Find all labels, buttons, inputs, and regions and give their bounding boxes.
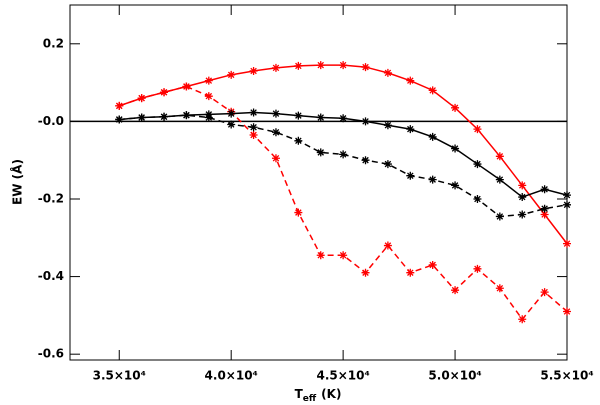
marker [495,284,504,293]
x-label-sub: eff [303,394,317,404]
marker [540,288,549,297]
y-tick-label: -0.4 [38,269,64,283]
marker [540,204,549,213]
x-tick-label: 5.5×10⁴ [540,369,593,383]
marker [540,185,549,194]
marker [339,114,348,123]
marker [383,241,392,250]
marker [361,156,370,165]
y-axis-label: EW (Å) [10,159,25,205]
x-tick-label: 5.0×10⁴ [428,369,481,383]
marker [115,101,124,110]
marker [316,61,325,70]
marker [227,70,236,79]
marker [361,117,370,126]
marker [473,264,482,273]
y-tick-label: -0.0 [38,114,64,128]
y-tick-label: -0.2 [38,191,64,205]
marker [249,66,258,75]
marker [339,150,348,159]
marker [204,76,213,85]
y-tick-label: 0.2 [43,36,64,50]
marker [294,208,303,217]
x-tick-label: 4.0×10⁴ [205,369,258,383]
marker [294,61,303,70]
marker [540,210,549,219]
marker [406,125,415,134]
marker [294,136,303,145]
x-axis-label: Teff (K) [295,387,342,404]
marker [271,128,280,137]
marker [249,123,258,132]
marker [428,260,437,269]
marker [518,315,527,324]
marker [316,148,325,157]
marker [115,115,124,124]
marker [383,160,392,169]
marker [563,239,571,248]
marker [160,88,169,97]
marker [227,109,236,118]
marker [271,109,280,118]
marker [339,251,348,260]
marker [495,175,504,184]
marker [361,63,370,72]
marker [294,111,303,120]
marker [428,86,437,95]
marker [204,113,213,122]
marker [563,307,571,316]
marker [451,286,460,295]
marker [383,121,392,130]
x-tick-label: 4.5×10⁴ [316,369,369,383]
marker [495,212,504,221]
marker [406,268,415,277]
marker [339,61,348,70]
marker [518,210,527,219]
marker [271,63,280,72]
marker [451,181,460,190]
x-tick-label: 3.5×10⁴ [93,369,146,383]
marker [361,268,370,277]
marker [182,82,191,91]
marker [160,112,169,121]
marker [428,175,437,184]
x-label-unit: (K) [321,387,341,401]
marker [473,160,482,169]
marker [428,132,437,141]
marker [182,111,191,120]
marker [227,120,236,129]
x-label-main: T [295,387,304,401]
marker [271,154,280,163]
marker [406,171,415,180]
marker [249,108,258,117]
series-line [119,114,568,218]
marker [518,193,527,202]
marker [137,113,146,122]
marker [563,191,571,200]
marker [563,200,571,209]
marker [518,181,527,190]
marker [249,130,258,139]
marker [495,152,504,161]
marker [137,94,146,103]
y-tick-label: -0.6 [38,347,64,361]
marker [316,251,325,260]
marker [473,194,482,203]
marker [451,103,460,112]
marker [383,68,392,77]
marker [473,125,482,134]
marker [406,76,415,85]
plot-frame [69,4,568,361]
marker [451,144,460,153]
marker [204,92,213,101]
marker [316,113,325,122]
